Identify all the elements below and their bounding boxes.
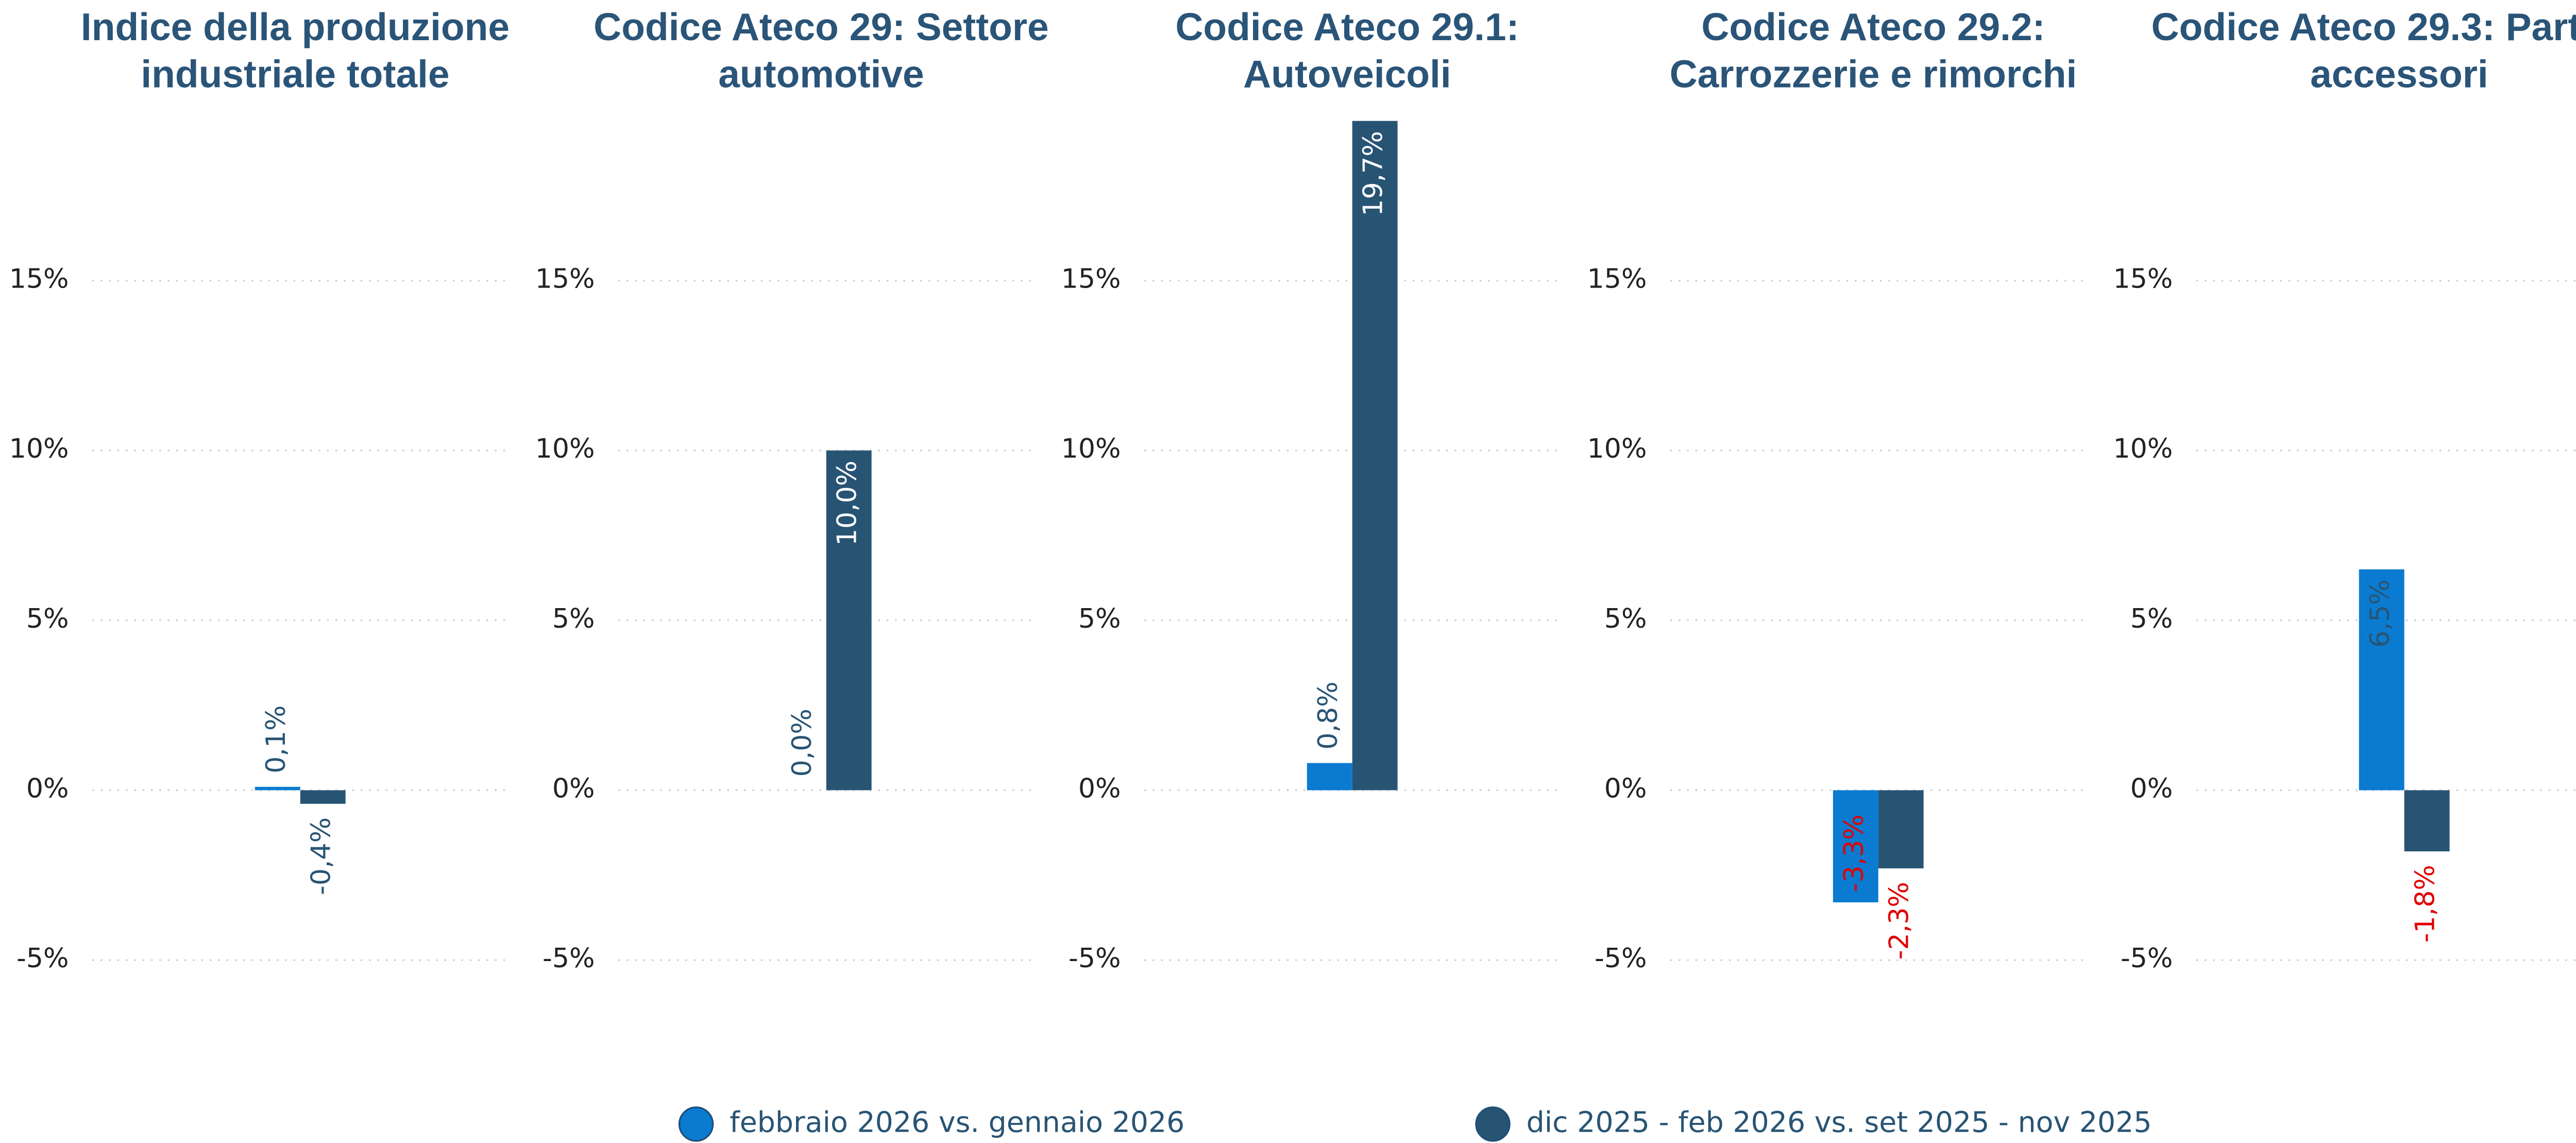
y-tick-label: 15% [1061,264,1121,295]
chart-title: Codice Ateco 29.1: Autoveicoli [1175,5,1519,96]
value-label: -1,8% [2410,865,2441,943]
bar [1833,790,1878,902]
bar [2404,790,2450,852]
value-label: -0,4% [306,817,337,895]
y-tick-label: 0% [2130,773,2173,804]
y-tick-label: 0% [1604,773,1647,804]
value-label: -3,3% [1839,814,1870,892]
bar [2359,569,2404,791]
y-tick-label: 10% [1061,433,1121,464]
value-label: 6,5% [2365,579,2396,647]
chart-title: Codice Ateco 29.2: Carrozzerie e rimorch… [1669,5,2077,96]
y-tick-label: 15% [2113,264,2173,295]
y-tick-label: 5% [26,603,69,634]
chart-title: Indice della produzione industriale tota… [80,5,510,96]
y-tick-label: -5% [1069,943,1121,974]
y-tick-label: 15% [535,264,595,295]
legend-label: febbraio 2026 vs. gennaio 2026 [730,1106,1184,1139]
y-tick-label: 5% [1078,603,1121,634]
y-tick-label: -5% [16,943,69,974]
y-tick-label: 5% [552,603,595,634]
y-tick-label: 10% [1587,433,1647,464]
value-label: 0,0% [787,709,818,777]
value-label: 19,7% [1358,131,1389,216]
bar [1307,763,1352,791]
y-tick-label: 10% [2113,433,2173,464]
value-label: -2,3% [1884,882,1915,960]
y-tick-label: 5% [1604,603,1647,634]
y-tick-label: 15% [9,264,69,295]
legend-marker [678,1106,714,1142]
y-tick-label: 0% [26,773,69,804]
y-tick-label: 0% [552,773,595,804]
bar [826,450,872,791]
value-label: 0,8% [1313,681,1344,749]
chart-title: Codice Ateco 29.3: Parti ed accessori [2151,5,2576,96]
bar [1352,121,1398,791]
legend-label: dic 2025 - feb 2026 vs. set 2025 - nov 2… [1527,1106,2152,1139]
y-tick-label: 10% [535,433,595,464]
value-label: 0,1% [261,705,292,773]
bar [255,786,300,791]
y-tick-label: 15% [1587,264,1647,295]
chart-title: Codice Ateco 29: Settore automotive [594,5,1049,96]
y-tick-label: 10% [9,433,69,464]
y-tick-label: -5% [2121,943,2173,974]
bar [1878,790,1924,869]
bar [300,790,346,804]
value-label: 10,0% [832,461,863,546]
y-tick-label: 0% [1078,773,1121,804]
y-tick-label: -5% [543,943,595,974]
y-tick-label: 5% [2130,603,2173,634]
legend-marker [1475,1106,1511,1142]
y-tick-label: -5% [1595,943,1647,974]
